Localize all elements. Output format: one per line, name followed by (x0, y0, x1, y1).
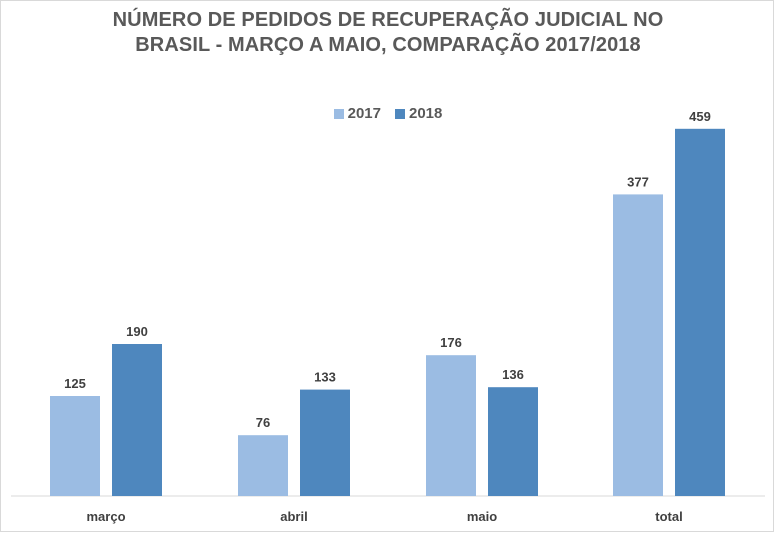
chart-title-line-1: NÚMERO DE PEDIDOS DE RECUPERAÇÃO JUDICIA… (112, 9, 664, 31)
bar-2017-abril (238, 435, 288, 496)
category-label-maio: maio (467, 509, 497, 524)
bar-2018-total (675, 128, 725, 497)
legend-label-2017: 2017 (347, 105, 381, 122)
data-label-2018-maio: 136 (502, 367, 524, 382)
bar-2018-maio (488, 387, 538, 496)
category-label-março: março (86, 509, 125, 524)
legend-swatch-2017 (333, 108, 344, 119)
bar-2018-março (112, 344, 162, 496)
legend-item-2017: 2017 (333, 105, 381, 122)
data-label-2017-abril: 76 (256, 415, 270, 430)
bar-2017-maio (426, 355, 476, 496)
data-label-2018-total: 459 (689, 109, 711, 124)
bar-2018-abril (300, 389, 350, 496)
category-label-abril: abril (280, 509, 307, 524)
data-label-2017-total: 377 (627, 174, 649, 189)
chart-title-line-2: BRASIL - MARÇO A MAIO, COMPARAÇÃO 2017/2… (135, 34, 641, 56)
data-label-2018-abril: 133 (314, 370, 336, 385)
legend-item-2018: 2018 (395, 105, 442, 122)
legend-label-2018: 2018 (409, 105, 443, 122)
data-label-2017-março: 125 (64, 376, 86, 391)
category-label-total: total (655, 509, 682, 524)
bar-2017-março (50, 396, 100, 496)
legend: 2017 2018 (1, 105, 774, 122)
bar-2017-total (613, 194, 663, 496)
legend-swatch-2018 (395, 108, 405, 119)
data-label-2017-maio: 176 (440, 335, 462, 350)
data-label-2018-março: 190 (126, 324, 148, 339)
